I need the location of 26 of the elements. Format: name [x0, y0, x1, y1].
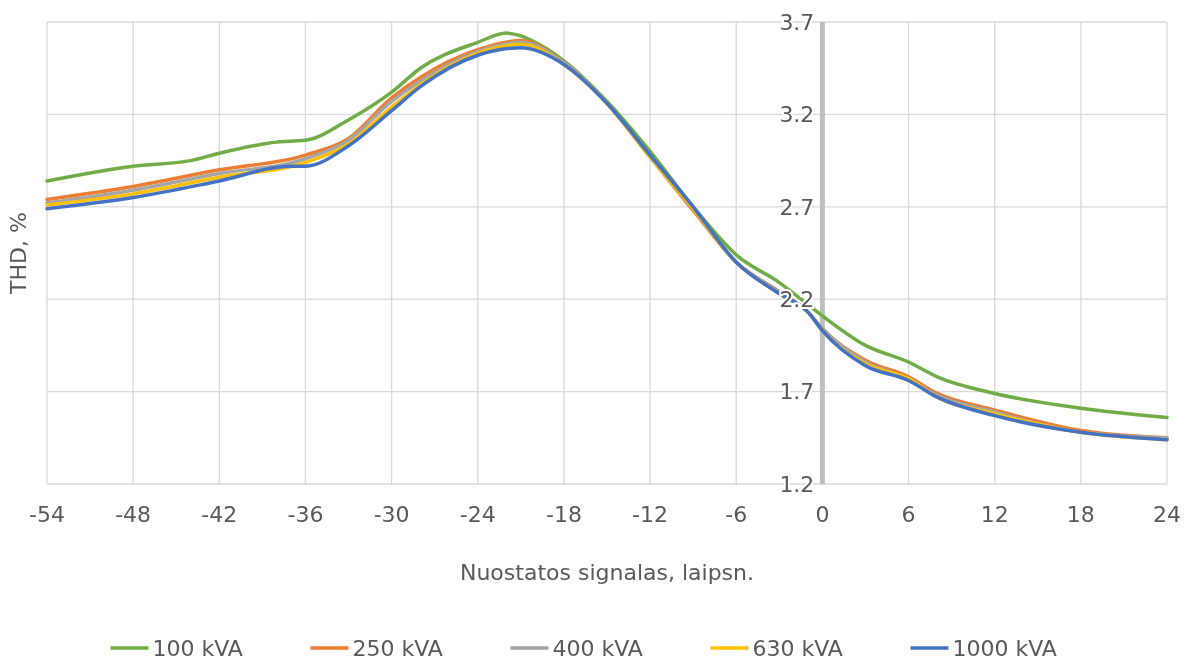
x-tick-label: 24: [1153, 501, 1181, 527]
legend-label: 630 kVA: [752, 635, 843, 661]
x-tick-label: -48: [115, 501, 152, 527]
y-tick-label: 1.7: [779, 379, 815, 405]
x-tick-label: -6: [725, 501, 748, 527]
y-tick-label: 1.2: [779, 471, 815, 497]
x-axis-title: Nuostatos signalas, laipsn.: [459, 560, 755, 585]
x-tick-label: 12: [980, 501, 1009, 527]
legend-label: 400 kVA: [552, 635, 643, 661]
x-tick-label: 6: [901, 501, 916, 527]
x-tick-label: -18: [545, 501, 582, 527]
x-tick-label: 18: [1066, 501, 1095, 527]
y-axis-title: THD, %: [6, 212, 31, 295]
legend-label: 250 kVA: [352, 635, 443, 661]
legend-label: 1000 kVA: [952, 635, 1057, 661]
x-tick-label: -12: [632, 501, 669, 527]
y-tick-label: 3.7: [779, 9, 815, 35]
x-tick-label: -42: [201, 501, 238, 527]
legend-label: 100 kVA: [152, 635, 243, 661]
y-tick-label: 2.7: [779, 194, 815, 220]
x-tick-label: -36: [287, 501, 324, 527]
x-tick-label: 0: [815, 501, 830, 527]
x-tick-label: -24: [459, 501, 496, 527]
y-tick-label: 3.2: [779, 102, 815, 128]
x-tick-label: -30: [373, 501, 410, 527]
x-tick-label: -54: [29, 501, 65, 527]
